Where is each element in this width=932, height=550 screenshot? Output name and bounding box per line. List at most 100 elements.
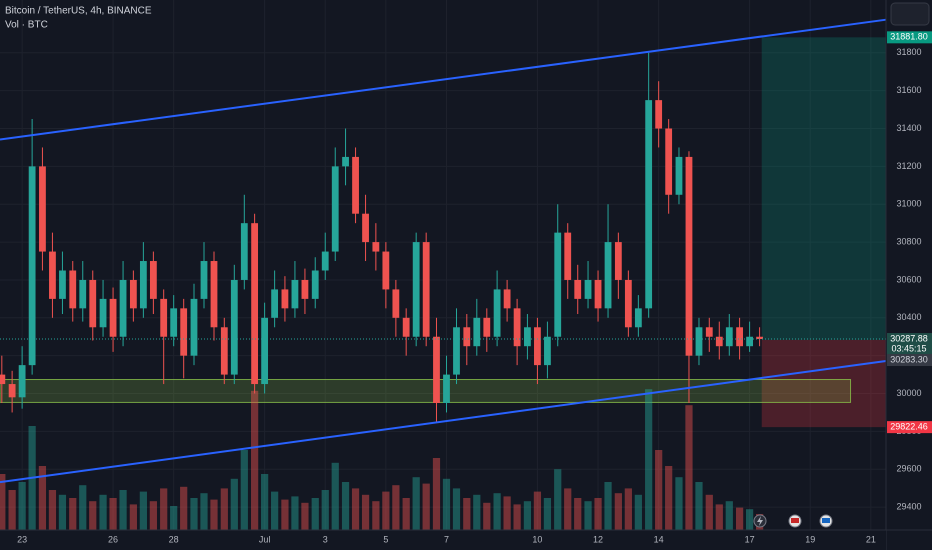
candle-body <box>685 156 693 356</box>
candle-body <box>261 317 269 385</box>
volume-bar <box>18 482 26 530</box>
stop-price-tag-bg <box>887 421 932 434</box>
last-price-tag: 30287.88 <box>890 333 928 343</box>
entry-price-tag: 30283.30 <box>890 354 928 364</box>
volume-bar <box>543 498 552 530</box>
candle-body <box>695 327 703 356</box>
candle-body <box>331 166 339 252</box>
volume-bar <box>675 477 683 530</box>
candle-body <box>705 327 713 337</box>
y-tick-label: 31800 <box>896 47 921 57</box>
volume-bar <box>79 485 87 530</box>
candle-body <box>655 100 663 129</box>
volume-bar <box>170 506 178 530</box>
volume-bar <box>574 498 582 530</box>
candle-body <box>584 279 592 299</box>
candle-body <box>756 336 764 340</box>
candle-body <box>433 336 440 403</box>
x-tick-label: 7 <box>444 534 449 544</box>
candle-body <box>463 327 471 347</box>
plot <box>0 0 887 530</box>
candle-body <box>513 308 521 347</box>
x-tick-label: 5 <box>383 534 388 544</box>
candle-body <box>524 327 531 347</box>
volume-bar <box>200 493 208 530</box>
candle-body <box>8 384 16 398</box>
volume-bar <box>442 478 451 530</box>
candle-body <box>483 317 491 337</box>
volume-bar <box>48 490 57 530</box>
volume-bar <box>301 502 309 530</box>
y-tick-label: 30400 <box>896 312 921 322</box>
volume-bar <box>38 466 47 530</box>
candle-body <box>89 279 97 328</box>
volume-bar <box>361 494 370 530</box>
candle-body <box>59 270 66 299</box>
candle-body <box>342 156 349 167</box>
volume-bar <box>392 485 400 530</box>
candle-body <box>220 327 228 375</box>
trend-line <box>0 18 887 141</box>
volume-bar <box>351 488 360 530</box>
candle-body <box>180 308 188 356</box>
volume-bar <box>645 389 653 530</box>
candle-body <box>614 242 622 280</box>
event-icon-glyph <box>822 518 830 523</box>
chart-title: Bitcoin / TetherUS, 4h, BINANCE <box>5 6 152 17</box>
volume-bar <box>452 488 461 530</box>
volume-bar <box>190 498 198 530</box>
volume-bar <box>311 498 319 530</box>
volume-bar <box>614 493 622 530</box>
volume-bar <box>735 507 744 530</box>
volume-bar <box>69 498 77 530</box>
candle-body <box>422 242 430 337</box>
x-tick-label: Jul <box>259 534 271 544</box>
y-tick-label: 31600 <box>896 85 921 95</box>
candle-body <box>473 317 481 347</box>
x-tick-label: 14 <box>654 534 664 544</box>
candle-body <box>665 128 673 195</box>
candle-body <box>574 279 582 299</box>
candle-body <box>18 365 26 398</box>
volume-bar <box>321 490 329 530</box>
volume-bar <box>109 498 117 530</box>
volume-bar <box>493 493 501 530</box>
candle-body <box>28 166 36 366</box>
candle-body <box>352 156 359 214</box>
volume-bar <box>695 482 703 530</box>
stop-price-tag: 29822.46 <box>890 422 928 432</box>
event-icon-glyph <box>791 518 799 523</box>
volume-bar <box>149 501 157 530</box>
candle-body <box>281 289 289 309</box>
toolbar-button[interactable] <box>890 2 930 26</box>
candle-body <box>725 327 733 347</box>
target-price-tag: 31881.80 <box>890 32 928 42</box>
candle-body <box>443 374 450 403</box>
time-axis <box>0 530 886 550</box>
candle-body <box>544 336 551 366</box>
candle-body <box>746 336 753 347</box>
candle-body <box>149 261 157 299</box>
candle-body <box>362 213 369 243</box>
y-tick-label: 31200 <box>896 161 921 171</box>
candle-body <box>190 298 198 356</box>
candle-body <box>271 289 279 318</box>
profit-zone <box>761 37 886 340</box>
y-tick-label: 29600 <box>896 464 921 474</box>
volume-bar <box>513 504 521 530</box>
event-icons <box>753 514 833 528</box>
candle-body <box>119 279 127 337</box>
trend-line <box>0 359 887 484</box>
candle-body <box>534 327 541 366</box>
event-icon-glyph <box>757 516 763 526</box>
volume-bar <box>129 504 137 530</box>
volume-bar <box>715 504 723 530</box>
volume-bar <box>271 491 279 530</box>
x-tick-label: 19 <box>805 534 815 544</box>
price-axis <box>886 0 932 550</box>
volume-bar <box>624 488 632 530</box>
volume-bar <box>655 450 663 530</box>
volume-bar <box>503 496 511 530</box>
y-tick-label: 30000 <box>896 388 921 398</box>
volume-bar <box>422 483 430 530</box>
